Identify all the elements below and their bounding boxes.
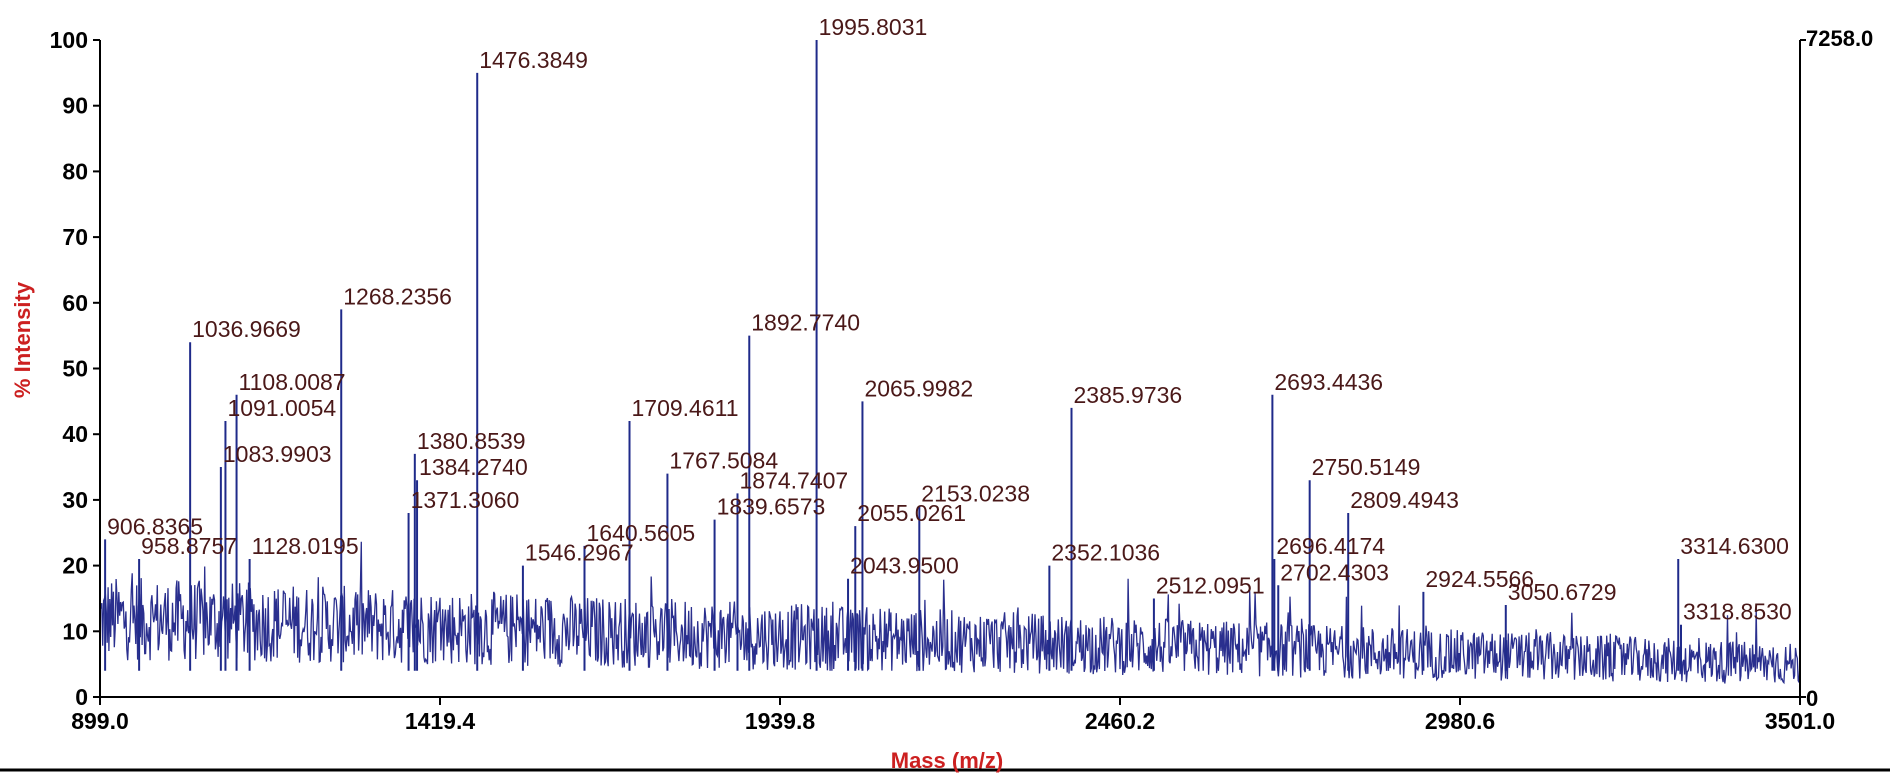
peak-label: 1108.0087	[239, 369, 346, 395]
x-tick-label: 1939.8	[745, 708, 816, 734]
right-axis-top-label: 7258.0	[1806, 26, 1873, 51]
peak-label: 1380.8539	[417, 428, 526, 454]
peak-label: 906.8365	[107, 513, 203, 539]
peak-label: 2352.1036	[1051, 540, 1160, 566]
peak-label: 1995.8031	[819, 14, 928, 40]
peak-label: 2055.0261	[857, 500, 966, 526]
peak-label: 958.8757	[141, 533, 237, 559]
peak-label: 1546.2967	[525, 540, 634, 566]
x-tick-label: 2460.2	[1085, 708, 1155, 734]
peak-label: 1640.5605	[586, 520, 695, 546]
peak-label: 3314.6300	[1680, 533, 1789, 559]
peak-label: 1128.0195	[252, 533, 359, 559]
spectrum-baseline-noise	[99, 541, 1801, 685]
peak-label: 2702.4303	[1280, 559, 1389, 585]
peak-label: 2153.0238	[921, 480, 1030, 506]
axes: 0 10 20 30 40 50 60 70 80 90 100 899.0 1419.4 1939.8 2…	[0, 27, 1890, 772]
peak-label: 2065.9982	[864, 375, 973, 401]
x-tick-label: 1419.4	[405, 708, 476, 734]
peak-label: 2043.9500	[850, 553, 959, 579]
x-tick-label: 899.0	[71, 708, 129, 734]
y-tick-label: 20	[62, 553, 88, 579]
x-tick-label: 3501.0	[1765, 708, 1835, 734]
y-tick-label: 60	[62, 290, 88, 316]
y-tick-label: 10	[62, 618, 88, 644]
peak-label: 1091.0054	[227, 395, 336, 421]
y-tick-label: 80	[62, 158, 88, 184]
peak-label: 1036.9669	[192, 316, 301, 342]
y-tick-label: 30	[62, 487, 88, 513]
peak-label: 2693.4436	[1274, 369, 1383, 395]
peak-label: 1874.7407	[739, 467, 848, 493]
right-axis-bottom-label: 0	[1806, 686, 1818, 711]
peak-label: 1268.2356	[343, 283, 452, 309]
peak-label: 1384.2740	[419, 454, 528, 480]
y-tick-label: 100	[50, 27, 88, 53]
peak-label: 2696.4174	[1276, 533, 1385, 559]
baseline-noise-trace	[99, 541, 1801, 685]
peak-label: 1892.7740	[751, 310, 860, 336]
peak-label: 2809.4943	[1350, 487, 1459, 513]
y-tick-label: 70	[62, 224, 88, 250]
peak-label: 1371.3060	[411, 487, 520, 513]
peak-label: 1083.9903	[223, 441, 332, 467]
peak-label: 3318.8530	[1683, 599, 1792, 625]
spectrum-peaks	[104, 40, 1682, 671]
y-tick-label: 90	[62, 93, 88, 119]
peak-label: 2750.5149	[1312, 454, 1421, 480]
y-tick-label: 40	[62, 421, 88, 447]
peak-label: 1709.4611	[632, 395, 739, 421]
peak-label: 1839.6573	[717, 494, 826, 520]
x-axis-title: Mass (m/z)	[891, 748, 1003, 773]
peak-label: 3050.6729	[1508, 579, 1617, 605]
y-tick-label: 50	[62, 356, 88, 382]
peak-label: 2385.9736	[1074, 382, 1183, 408]
peak-label: 2924.5566	[1425, 566, 1534, 592]
y-axis-title: % Intensity	[10, 281, 35, 398]
x-tick-label: 2980.6	[1425, 708, 1495, 734]
peak-label: 1767.5084	[669, 448, 778, 474]
peak-label: 1476.3849	[479, 47, 588, 73]
y-tick-label: 0	[75, 684, 88, 710]
peak-label: 2512.0951	[1156, 572, 1265, 598]
